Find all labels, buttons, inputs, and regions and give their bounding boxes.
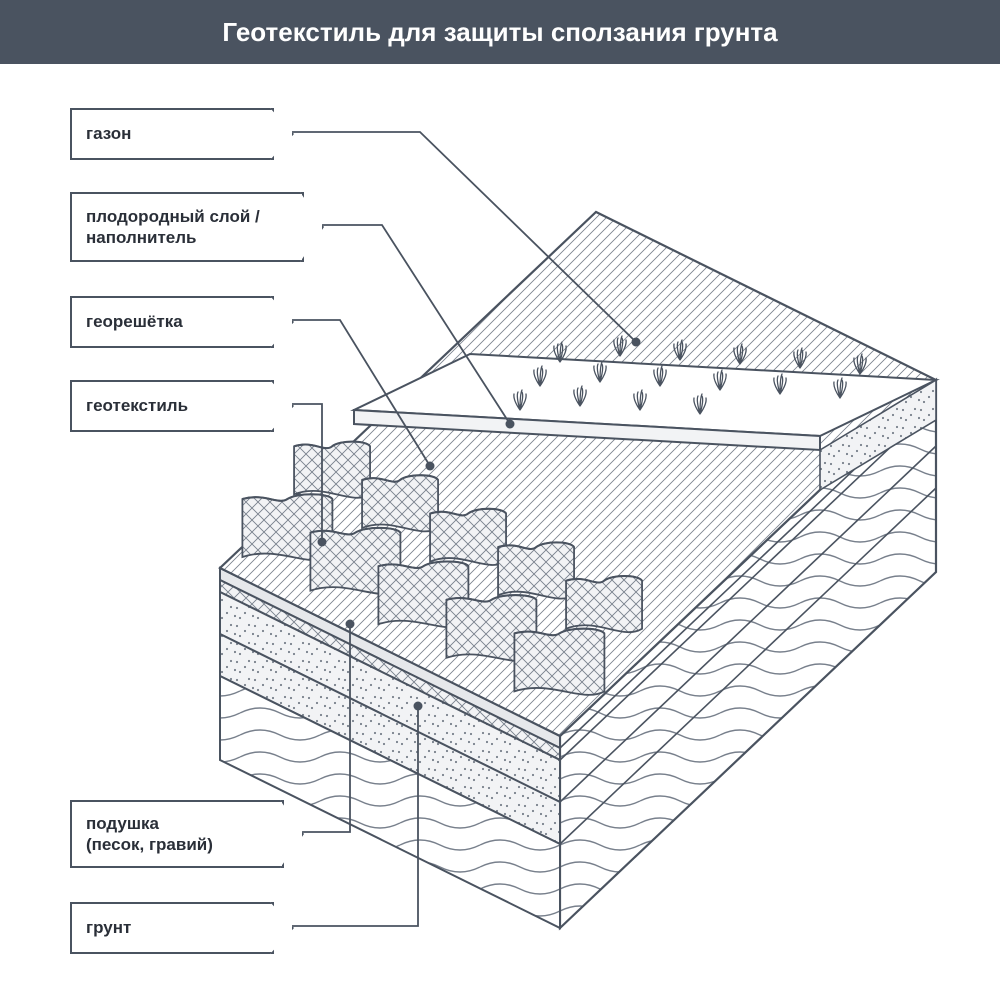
- label-text-ground: грунт: [72, 917, 145, 938]
- label-geogrid: георешётка: [70, 296, 274, 348]
- label-geotext: геотекстиль: [70, 380, 274, 432]
- diagram-canvas: газон плодородный слой /наполнитель геореш…: [0, 64, 1000, 1000]
- label-text-fill: плодородный слой /наполнитель: [72, 206, 274, 249]
- label-text-geotext: геотекстиль: [72, 395, 202, 416]
- label-fill: плодородный слой /наполнитель: [70, 192, 304, 262]
- label-text-cushion: подушка(песок, гравий): [72, 813, 227, 856]
- label-text-geogrid: георешётка: [72, 311, 197, 332]
- label-lawn: газон: [70, 108, 274, 160]
- label-cushion: подушка(песок, гравий): [70, 800, 284, 868]
- label-text-lawn: газон: [72, 123, 145, 144]
- title-text: Геотекстиль для защиты сползания грунта: [222, 17, 777, 48]
- page-title: Геотекстиль для защиты сползания грунта: [0, 0, 1000, 64]
- label-ground: грунт: [70, 902, 274, 954]
